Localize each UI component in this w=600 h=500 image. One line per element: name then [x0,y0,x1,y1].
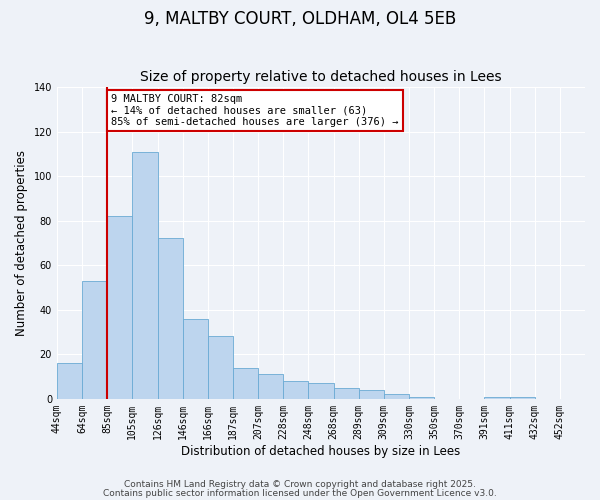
Bar [258,374,283,399]
Bar [208,336,233,399]
Bar [133,152,158,399]
Text: 9 MALTBY COURT: 82sqm
← 14% of detached houses are smaller (63)
85% of semi-deta: 9 MALTBY COURT: 82sqm ← 14% of detached … [111,94,398,127]
Bar [182,318,208,399]
Bar [409,396,434,399]
Y-axis label: Number of detached properties: Number of detached properties [15,150,28,336]
Bar [359,390,384,399]
Text: 9, MALTBY COURT, OLDHAM, OL4 5EB: 9, MALTBY COURT, OLDHAM, OL4 5EB [144,10,456,28]
Bar [233,368,258,399]
Bar [484,396,509,399]
Bar [308,383,334,399]
Bar [384,394,409,399]
Bar [509,396,535,399]
Bar [158,238,182,399]
Bar [57,363,82,399]
Text: Contains HM Land Registry data © Crown copyright and database right 2025.: Contains HM Land Registry data © Crown c… [124,480,476,489]
Text: Contains public sector information licensed under the Open Government Licence v3: Contains public sector information licen… [103,488,497,498]
Bar [82,281,107,399]
X-axis label: Distribution of detached houses by size in Lees: Distribution of detached houses by size … [181,444,461,458]
Bar [283,381,308,399]
Bar [334,388,359,399]
Bar [107,216,133,399]
Title: Size of property relative to detached houses in Lees: Size of property relative to detached ho… [140,70,502,85]
